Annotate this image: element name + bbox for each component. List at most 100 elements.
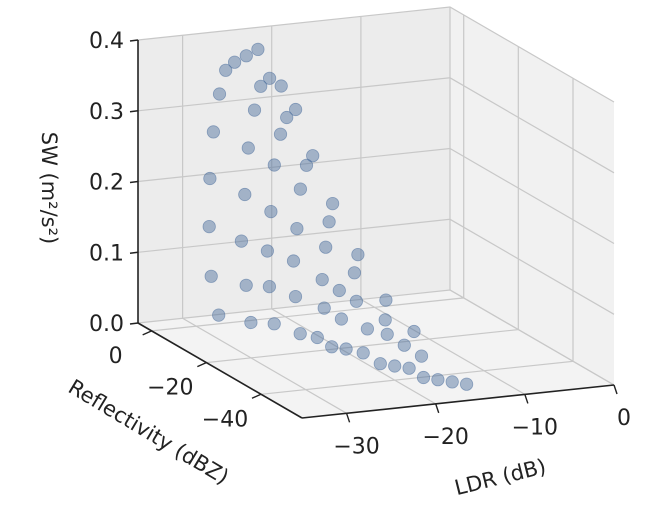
data-points <box>202 42 474 391</box>
data-point <box>322 215 336 229</box>
data-point <box>244 315 258 330</box>
z-tick-label: 0.2 <box>89 171 124 196</box>
z-tick-label: 0.4 <box>89 29 124 54</box>
data-point <box>356 346 370 360</box>
data-point <box>325 197 340 211</box>
x-tick-label: −10 <box>512 415 558 440</box>
data-point <box>260 244 274 258</box>
data-point <box>202 220 216 234</box>
data-point <box>206 125 220 139</box>
data-point <box>290 222 304 236</box>
z-tick-label: 0.0 <box>89 312 124 337</box>
data-point <box>273 127 288 141</box>
axis-panes <box>138 7 614 418</box>
x-tick-label: −20 <box>422 425 468 450</box>
data-point <box>310 330 324 345</box>
data-point <box>332 283 346 298</box>
data-point <box>264 205 278 219</box>
data-point <box>373 357 387 371</box>
z-gridline <box>137 77 615 174</box>
data-point <box>379 293 393 307</box>
z-gridline <box>137 147 615 245</box>
z-tick <box>129 39 139 42</box>
data-point <box>239 278 253 292</box>
data-point <box>339 342 353 356</box>
data-point <box>262 279 276 294</box>
data-point <box>431 373 445 387</box>
data-point <box>267 158 281 172</box>
data-point <box>306 149 320 163</box>
x-tick <box>345 413 351 423</box>
data-point <box>293 182 307 196</box>
data-point <box>204 269 218 283</box>
x-axis-line <box>301 384 615 419</box>
y-tick <box>142 330 152 336</box>
data-point <box>241 141 255 155</box>
data-point <box>397 338 411 352</box>
z-tick-label: 0.3 <box>89 100 124 125</box>
data-point <box>262 71 277 85</box>
tick-labels: 0.0 0.1 0.2 0.3 0.4 0 −20 −40 −30 −20 −10 0 <box>89 29 631 459</box>
data-point <box>254 79 268 93</box>
x-tick-label: −30 <box>333 434 379 459</box>
data-point <box>317 301 331 315</box>
data-point <box>402 361 416 375</box>
data-point <box>267 317 281 331</box>
data-point <box>445 375 459 389</box>
data-point <box>251 42 265 57</box>
z-gridline <box>137 289 615 386</box>
data-point <box>347 266 361 280</box>
data-point <box>325 340 339 354</box>
data-point <box>288 102 303 117</box>
x-tick-label: 0 <box>617 406 631 431</box>
data-point <box>351 248 365 262</box>
data-point <box>360 322 374 336</box>
x-axis-label: LDR (dB) <box>452 454 548 500</box>
x-tick <box>524 394 529 404</box>
data-point <box>388 359 402 373</box>
data-point <box>416 370 431 385</box>
data-point <box>239 49 253 63</box>
axis-lines <box>129 39 618 423</box>
data-point <box>293 327 307 341</box>
data-point <box>219 63 233 77</box>
z-tick <box>129 322 139 325</box>
z-tick <box>129 251 139 254</box>
data-point <box>238 187 252 202</box>
x-tick <box>613 384 618 395</box>
data-point <box>407 324 421 339</box>
data-point <box>319 240 333 254</box>
data-point <box>334 312 348 326</box>
z-gridline <box>137 6 615 103</box>
grid-lines <box>137 6 615 414</box>
data-point <box>228 55 242 69</box>
y-tick-label: 0 <box>109 344 123 369</box>
data-point <box>459 377 474 391</box>
data-point <box>299 158 314 172</box>
data-point <box>234 234 248 248</box>
y-tick <box>197 361 207 368</box>
data-point <box>288 289 303 304</box>
z-axis-label: SW (m²/s²) <box>37 132 61 244</box>
x-tick <box>435 403 440 414</box>
data-point <box>212 87 227 101</box>
data-point <box>380 327 394 341</box>
data-point <box>280 110 294 125</box>
data-point <box>286 254 301 268</box>
data-point <box>349 294 363 308</box>
data-point <box>378 313 392 327</box>
z-gridline <box>137 218 615 315</box>
z-tick-label: 0.1 <box>89 241 124 266</box>
data-point <box>212 308 226 322</box>
data-point <box>203 171 217 186</box>
y-axis-line <box>137 322 303 419</box>
data-point <box>247 103 262 117</box>
y-tick-label: −20 <box>147 376 193 401</box>
z-tick <box>129 110 139 113</box>
data-point <box>315 272 329 287</box>
y-tick <box>251 393 262 399</box>
z-tick <box>129 180 139 184</box>
y-tick-label: −40 <box>202 407 248 432</box>
data-point <box>274 79 288 93</box>
